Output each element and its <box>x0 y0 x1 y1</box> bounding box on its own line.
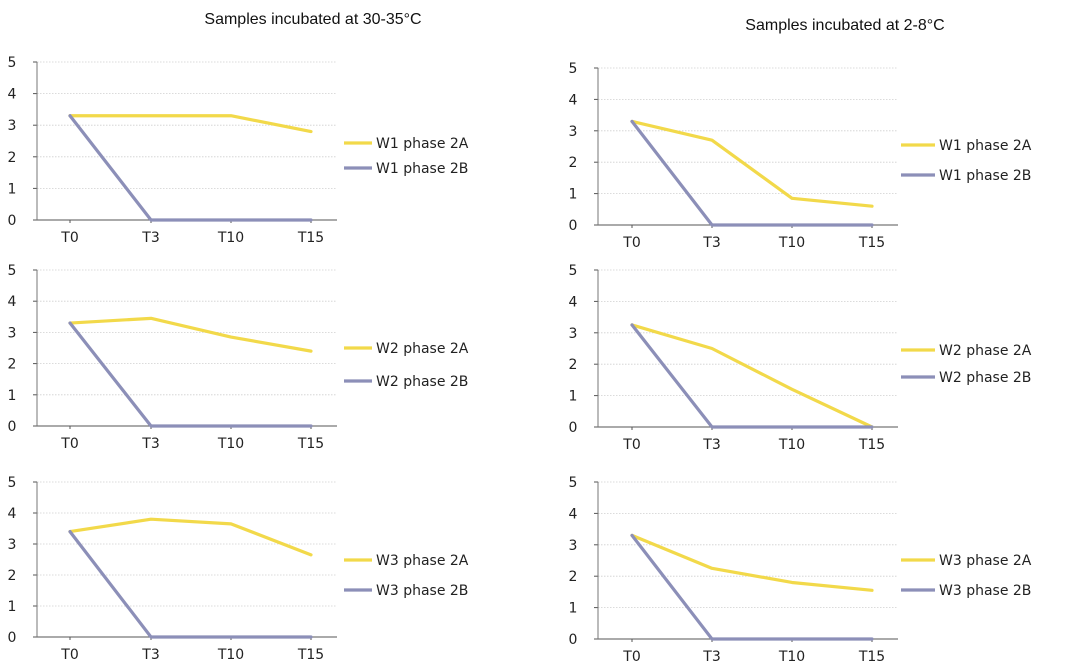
y-tick-label: 2 <box>8 150 17 166</box>
series-line-phase-2a <box>68 517 313 557</box>
chart-panel: 0 1 2 3 4 5 T0 T3 T10 T15 W3 phase 2A W3 phase 2B <box>8 475 469 663</box>
x-tick-label: T10 <box>217 647 244 663</box>
legend-label: W1 phase 2A <box>376 136 469 152</box>
y-tick-label: 0 <box>8 419 17 435</box>
y-tick-label: 5 <box>569 61 578 77</box>
y-tick-label: 2 <box>569 155 578 171</box>
series-line-phase-2a <box>630 323 874 429</box>
y-tick-label: 5 <box>8 475 17 491</box>
y-tick-label: 0 <box>8 630 17 646</box>
y-tick-label: 3 <box>8 537 17 553</box>
y-tick-label: 2 <box>569 357 578 373</box>
legend-label: W1 phase 2A <box>939 138 1032 154</box>
legend-label: W2 phase 2B <box>939 370 1031 386</box>
legend-label: W1 phase 2B <box>939 168 1031 184</box>
y-tick-label: 1 <box>569 187 578 203</box>
left-column-title: Samples incubated at 30-35°C <box>204 11 421 28</box>
series-line-phase-2a <box>68 316 313 353</box>
series-line-phase-2b <box>630 119 874 227</box>
series-line-phase-2b <box>68 321 313 428</box>
x-tick-label: T10 <box>778 437 805 453</box>
y-tick-label: 1 <box>8 599 17 615</box>
y-tick-label: 3 <box>8 118 17 134</box>
chart-panels: 0 1 2 3 4 5 T0 T3 T10 T15 W1 phase 2A W1 phase 2B 0 1… <box>8 55 1032 665</box>
x-tick-label: T3 <box>141 647 159 663</box>
y-tick-label: 3 <box>569 124 578 140</box>
y-tick-label: 1 <box>569 389 578 405</box>
chart-panel: 0 1 2 3 4 5 T0 T3 T10 T15 W3 phase 2A W3 phase 2B <box>569 475 1032 665</box>
y-tick-label: 4 <box>8 294 17 310</box>
y-tick-label: 4 <box>569 294 578 310</box>
x-tick-label: T15 <box>858 649 885 665</box>
x-tick-label: T15 <box>858 437 885 453</box>
y-tick-label: 3 <box>569 538 578 554</box>
y-tick-label: 1 <box>8 388 17 404</box>
series-line-phase-2a <box>630 119 874 208</box>
chart-panel: 0 1 2 3 4 5 T0 T3 T10 T15 W2 phase 2A W2 phase 2B <box>569 263 1032 453</box>
y-tick-label: 0 <box>569 632 578 648</box>
y-tick-label: 4 <box>569 506 578 522</box>
x-tick-label: T0 <box>622 649 640 665</box>
x-tick-label: T0 <box>622 235 640 251</box>
chart-panel: 0 1 2 3 4 5 T0 T3 T10 T15 W1 phase 2A W1 phase 2B <box>569 61 1032 251</box>
x-tick-label: T0 <box>60 647 78 663</box>
x-tick-label: T3 <box>702 235 720 251</box>
x-tick-label: T10 <box>217 436 244 452</box>
y-tick-label: 1 <box>8 181 17 197</box>
x-tick-label: T3 <box>141 230 159 246</box>
y-tick-label: 2 <box>569 569 578 585</box>
chart-panel: 0 1 2 3 4 5 T0 T3 T10 T15 W2 phase 2A W2 phase 2B <box>8 263 469 452</box>
y-tick-label: 0 <box>8 213 17 229</box>
x-tick-label: T0 <box>60 436 78 452</box>
legend-label: W2 phase 2A <box>376 341 469 357</box>
y-tick-label: 0 <box>569 420 578 436</box>
x-tick-label: T3 <box>141 436 159 452</box>
x-tick-label: T0 <box>60 230 78 246</box>
x-tick-label: T15 <box>297 230 324 246</box>
legend-label: W3 phase 2A <box>376 553 469 569</box>
y-tick-label: 4 <box>569 92 578 108</box>
y-tick-label: 3 <box>8 325 17 341</box>
chart-panel: 0 1 2 3 4 5 T0 T3 T10 T15 W1 phase 2A W1 phase 2B <box>8 55 469 246</box>
legend-label: W3 phase 2A <box>939 553 1032 569</box>
right-column-title: Samples incubated at 2-8°C <box>745 17 944 34</box>
x-tick-label: T10 <box>778 649 805 665</box>
y-tick-label: 1 <box>569 601 578 617</box>
y-tick-label: 4 <box>8 506 17 522</box>
legend-label: W3 phase 2B <box>376 583 468 599</box>
y-tick-label: 4 <box>8 87 17 103</box>
legend-label: W2 phase 2B <box>376 374 468 390</box>
y-tick-label: 5 <box>569 263 578 279</box>
legend-label: W2 phase 2A <box>939 343 1032 359</box>
y-tick-label: 5 <box>8 263 17 279</box>
x-tick-label: T10 <box>217 230 244 246</box>
series-line-phase-2a <box>68 114 313 134</box>
series-line-phase-2b <box>630 533 874 641</box>
series-line-phase-2b <box>68 114 313 222</box>
series-line-phase-2b <box>630 323 874 429</box>
x-tick-label: T10 <box>778 235 805 251</box>
x-tick-label: T15 <box>297 647 324 663</box>
y-tick-label: 0 <box>569 218 578 234</box>
series-line-phase-2a <box>630 533 874 592</box>
y-tick-label: 2 <box>8 357 17 373</box>
x-tick-label: T15 <box>858 235 885 251</box>
series-line-phase-2b <box>68 529 313 639</box>
x-tick-label: T3 <box>702 649 720 665</box>
x-tick-label: T3 <box>702 437 720 453</box>
legend-label: W3 phase 2B <box>939 583 1031 599</box>
x-tick-label: T15 <box>297 436 324 452</box>
y-tick-label: 3 <box>569 326 578 342</box>
y-tick-label: 2 <box>8 568 17 584</box>
x-tick-label: T0 <box>622 437 640 453</box>
y-tick-label: 5 <box>569 475 578 491</box>
legend-label: W1 phase 2B <box>376 161 468 177</box>
y-tick-label: 5 <box>8 55 17 71</box>
